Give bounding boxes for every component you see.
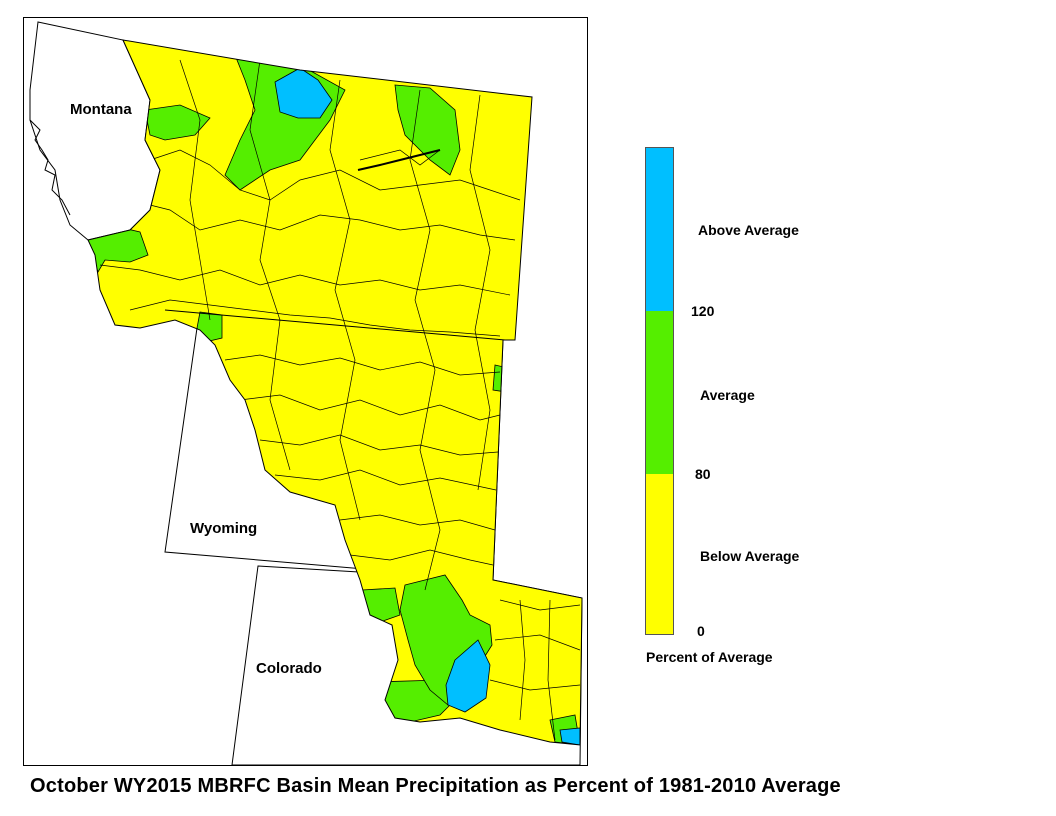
basin-above-co [445, 639, 491, 713]
legend-break-80: 80 [695, 466, 711, 482]
legend-axis-label: Percent of Average [646, 649, 773, 665]
state-label-colorado: Colorado [256, 660, 322, 677]
basin-average-ne-montana [394, 84, 461, 176]
state-label-montana: Montana [70, 101, 132, 118]
state-label-wyoming: Wyoming [190, 520, 258, 537]
wy-co-boundary [164, 309, 506, 341]
legend-label-average: Average [700, 387, 755, 403]
mbrfc-outline [87, 39, 583, 746]
legend-seg-below [646, 474, 673, 634]
legend-label-below: Below Average [700, 548, 800, 564]
basin-above-se [559, 727, 581, 745]
legend-label-above: Above Average [698, 222, 799, 238]
legend-break-0: 0 [697, 623, 705, 639]
river-line [357, 149, 441, 171]
legend-break-120: 120 [691, 303, 715, 319]
basin-average-wy-east [492, 364, 509, 393]
montana-inner-boundary [29, 119, 71, 216]
map-title: October WY2015 MBRFC Basin Mean Precipit… [30, 775, 841, 797]
basin-average-nw [144, 104, 211, 141]
legend-seg-average [646, 311, 673, 474]
legend-color-bar [645, 147, 674, 635]
legend-seg-above [646, 148, 673, 311]
